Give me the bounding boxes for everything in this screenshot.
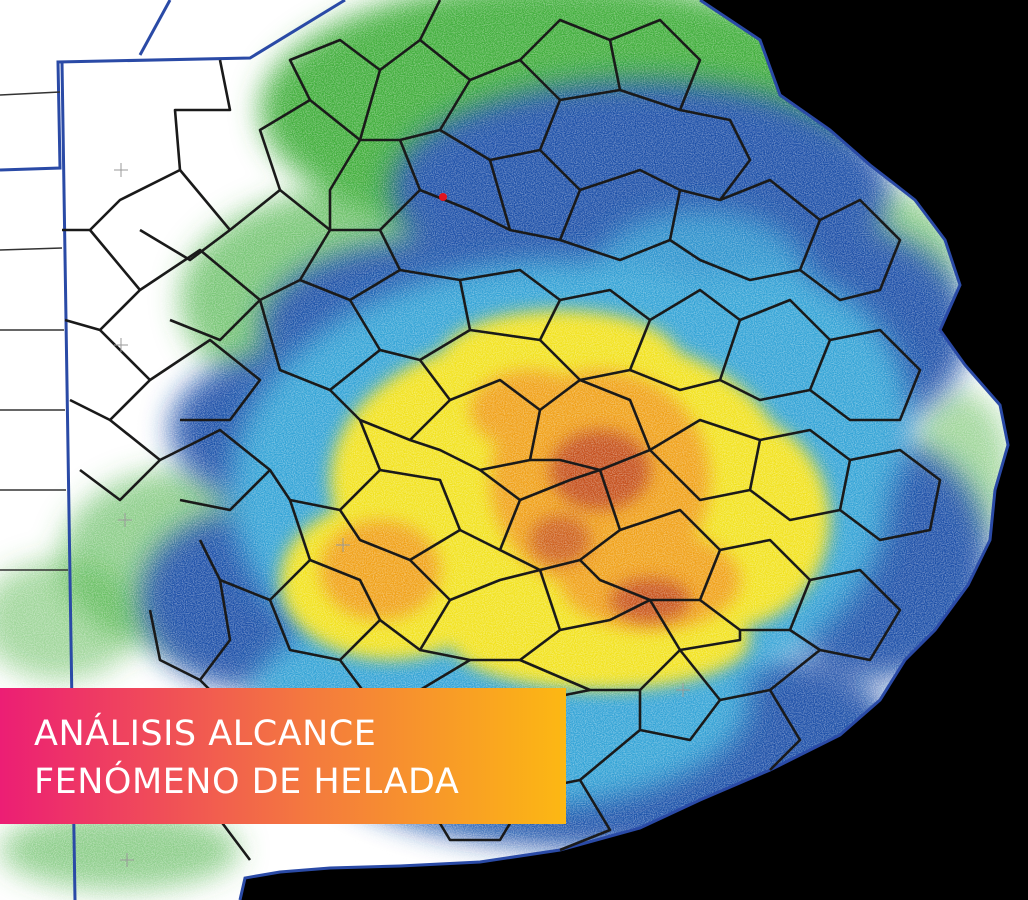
title-line-1: ANÁLISIS ALCANCE <box>34 714 377 754</box>
grid-crosses <box>114 163 690 867</box>
coastline <box>238 0 1010 900</box>
neighbour-grid <box>0 91 68 571</box>
location-marker <box>439 193 447 201</box>
title-banner: ANÁLISIS ALCANCE FENÓMENO DE HELADA <box>0 688 566 824</box>
title-line-2: FENÓMENO DE HELADA <box>34 762 460 802</box>
